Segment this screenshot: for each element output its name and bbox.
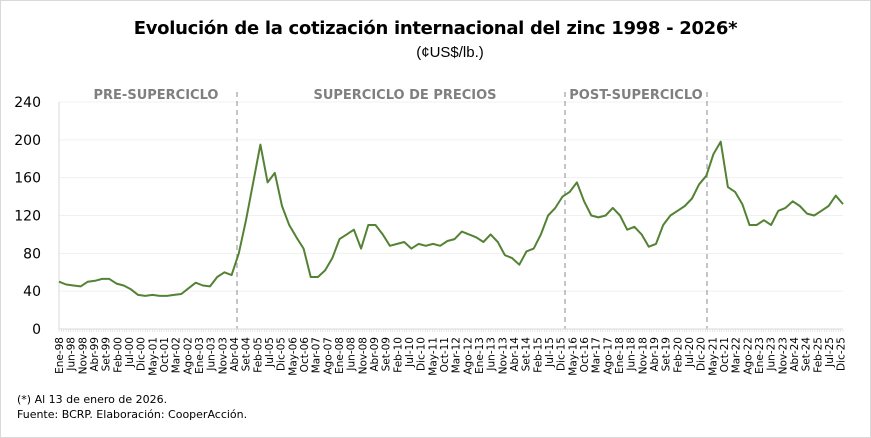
x-tick-label: Ago-12 [462,337,474,375]
x-tick-label: Oct-06 [299,337,311,373]
y-tick-label: 40 [23,284,41,300]
note-date: (*) Al 13 de enero de 2026. [17,393,168,406]
x-tick-label: Ene-18 [614,337,626,374]
chart-notes: (*) Al 13 de enero de 2026. Fuente: BCRP… [17,392,247,422]
x-tick-label: Jun-18 [626,337,638,372]
x-tick-label: Mar-12 [451,337,463,373]
y-tick-label: 160 [14,171,41,187]
x-tick-label: Ago-07 [322,337,334,375]
period-label: PRE-SUPERCICLO [94,88,219,103]
x-tick-label: May-06 [287,337,299,376]
x-tick-label: Ene-03 [194,337,206,374]
x-tick-label: Jul-15 [544,337,556,368]
chart-subtitle: (¢US$/lb.) [416,44,484,61]
y-tick-label: 0 [32,322,41,338]
x-tick-label: Nov-18 [637,337,649,374]
y-tick-label: 240 [14,95,41,111]
x-tick-label: Nov-98 [77,337,89,374]
x-tick-label: Jun-13 [486,337,498,372]
x-tick-label: Abr-14 [509,337,521,372]
x-tick-label: Oct-11 [439,337,451,372]
period-label: POST-SUPERCICLO [569,88,702,103]
x-tick-label: Nov-08 [357,337,369,374]
chart-title: Evolución de la cotización internacional… [133,18,738,39]
x-tick-label: Set-14 [521,337,533,372]
x-tick-label: Jul-20 [684,337,696,368]
x-tick-label: Mar-17 [591,337,603,373]
x-tick-label: Nov-23 [777,337,789,374]
x-tick-label: Set-24 [801,337,813,372]
x-tick-label: May-16 [567,337,579,376]
x-tick-label: Dic-10 [416,337,428,371]
x-tick-label: Feb-10 [392,337,404,373]
x-tick-label: Jul-00 [124,337,136,368]
x-tick-label: Oct-21 [719,337,731,372]
x-tick-label: Ene-13 [474,337,486,374]
x-tick-label: Dic-00 [136,337,148,371]
note-source: Fuente: BCRP. Elaboración: CooperAcción. [17,408,248,421]
x-tick-label: Feb-00 [112,337,124,373]
x-tick-label: Set-04 [241,337,253,372]
x-tick-label: Dic-05 [276,337,288,371]
x-tick-label: Dic-25 [836,337,848,371]
x-tick-label: Abr-99 [89,337,101,372]
x-tick-label: Abr-24 [789,337,801,372]
x-tick-label: Mar-22 [731,337,743,373]
x-tick-label: Jul-05 [264,337,276,368]
x-tick-label: Jun-03 [206,337,218,372]
x-tick-label: Jun-23 [766,337,778,372]
x-tick-label: Oct-16 [579,337,591,373]
x-tick-label: Mar-07 [311,337,323,373]
y-tick-label: 200 [14,133,41,149]
x-tick-label: Ene-08 [334,337,346,374]
x-tick-label: Dic-15 [556,337,568,371]
x-tick-label: Ene-23 [754,337,766,374]
y-tick-label: 80 [23,246,41,262]
x-tick-label: Abr-09 [369,337,381,372]
x-tick-label: Ago-22 [742,337,754,375]
x-tick-label: May-21 [707,337,719,376]
x-tick-label: Oct-01 [159,337,171,372]
x-tick-label: Ene-98 [54,337,66,374]
x-tick-label: Set-99 [101,337,113,371]
x-tick-label: Feb-15 [532,337,544,373]
x-tick-label: May-11 [427,337,439,376]
x-tick-label: Abr-04 [229,337,241,372]
x-tick-label: Feb-20 [672,337,684,373]
x-tick-label: Dic-20 [696,337,708,371]
x-tick-label: Feb-05 [252,337,264,373]
x-tick-label: Ago-02 [182,337,194,375]
period-label: SUPERCICLO DE PRECIOS [313,88,496,103]
x-tick-label: Set-19 [661,337,673,371]
x-tick-label: Ago-17 [602,337,614,375]
series-line-zinc [58,140,844,297]
x-tick-label: Jun-08 [346,337,358,372]
x-tick-label: Jul-10 [404,337,416,368]
y-tick-label: 120 [14,209,41,225]
x-tick-label: Nov-03 [217,337,229,374]
x-tick-label: Nov-13 [497,337,509,374]
x-tick-label: Jul-25 [824,337,836,368]
x-tick-label: Mar-02 [171,337,183,373]
x-tick-label: Set-09 [381,337,393,371]
x-tick-label: May-01 [147,337,159,376]
x-tick-label: Feb-25 [812,337,824,373]
x-tick-label: Jun-98 [66,337,78,372]
x-tick-label: Abr-19 [649,337,661,372]
